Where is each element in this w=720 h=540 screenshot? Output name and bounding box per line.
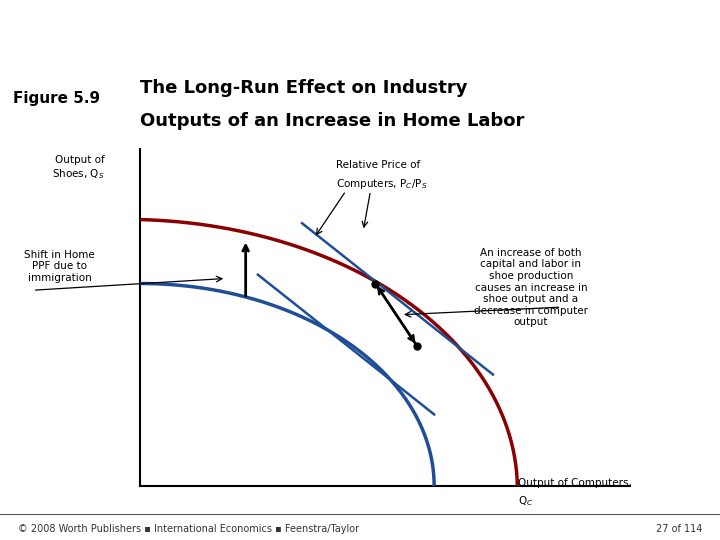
Text: Q$_C$: Q$_C$ [518, 494, 534, 508]
Text: Output of Computers,: Output of Computers, [518, 478, 632, 488]
Text: © 2008 Worth Publishers ▪ International Economics ▪ Feenstra/Taylor: © 2008 Worth Publishers ▪ International … [18, 524, 359, 534]
Text: Figure 5.9: Figure 5.9 [13, 91, 100, 106]
Text: Computers, P$_C$/P$_S$: Computers, P$_C$/P$_S$ [336, 177, 428, 191]
Text: Output of: Output of [55, 154, 104, 165]
Text: 27 of 114: 27 of 114 [656, 524, 702, 534]
Text: An increase of both
capital and labor in
shoe production
causes an increase in
s: An increase of both capital and labor in… [474, 248, 588, 327]
Text: The Long-Run Effect on Industry: The Long-Run Effect on Industry [140, 79, 468, 97]
Text: Effects of Immigration in the Long Run: Effects of Immigration in the Long Run [18, 21, 655, 49]
Text: Shoes, Q$_S$: Shoes, Q$_S$ [52, 167, 104, 181]
Text: Relative Price of: Relative Price of [336, 160, 420, 171]
Text: Shift in Home
PPF due to
immigration: Shift in Home PPF due to immigration [24, 250, 95, 283]
Text: Outputs of an Increase in Home Labor: Outputs of an Increase in Home Labor [140, 112, 525, 130]
